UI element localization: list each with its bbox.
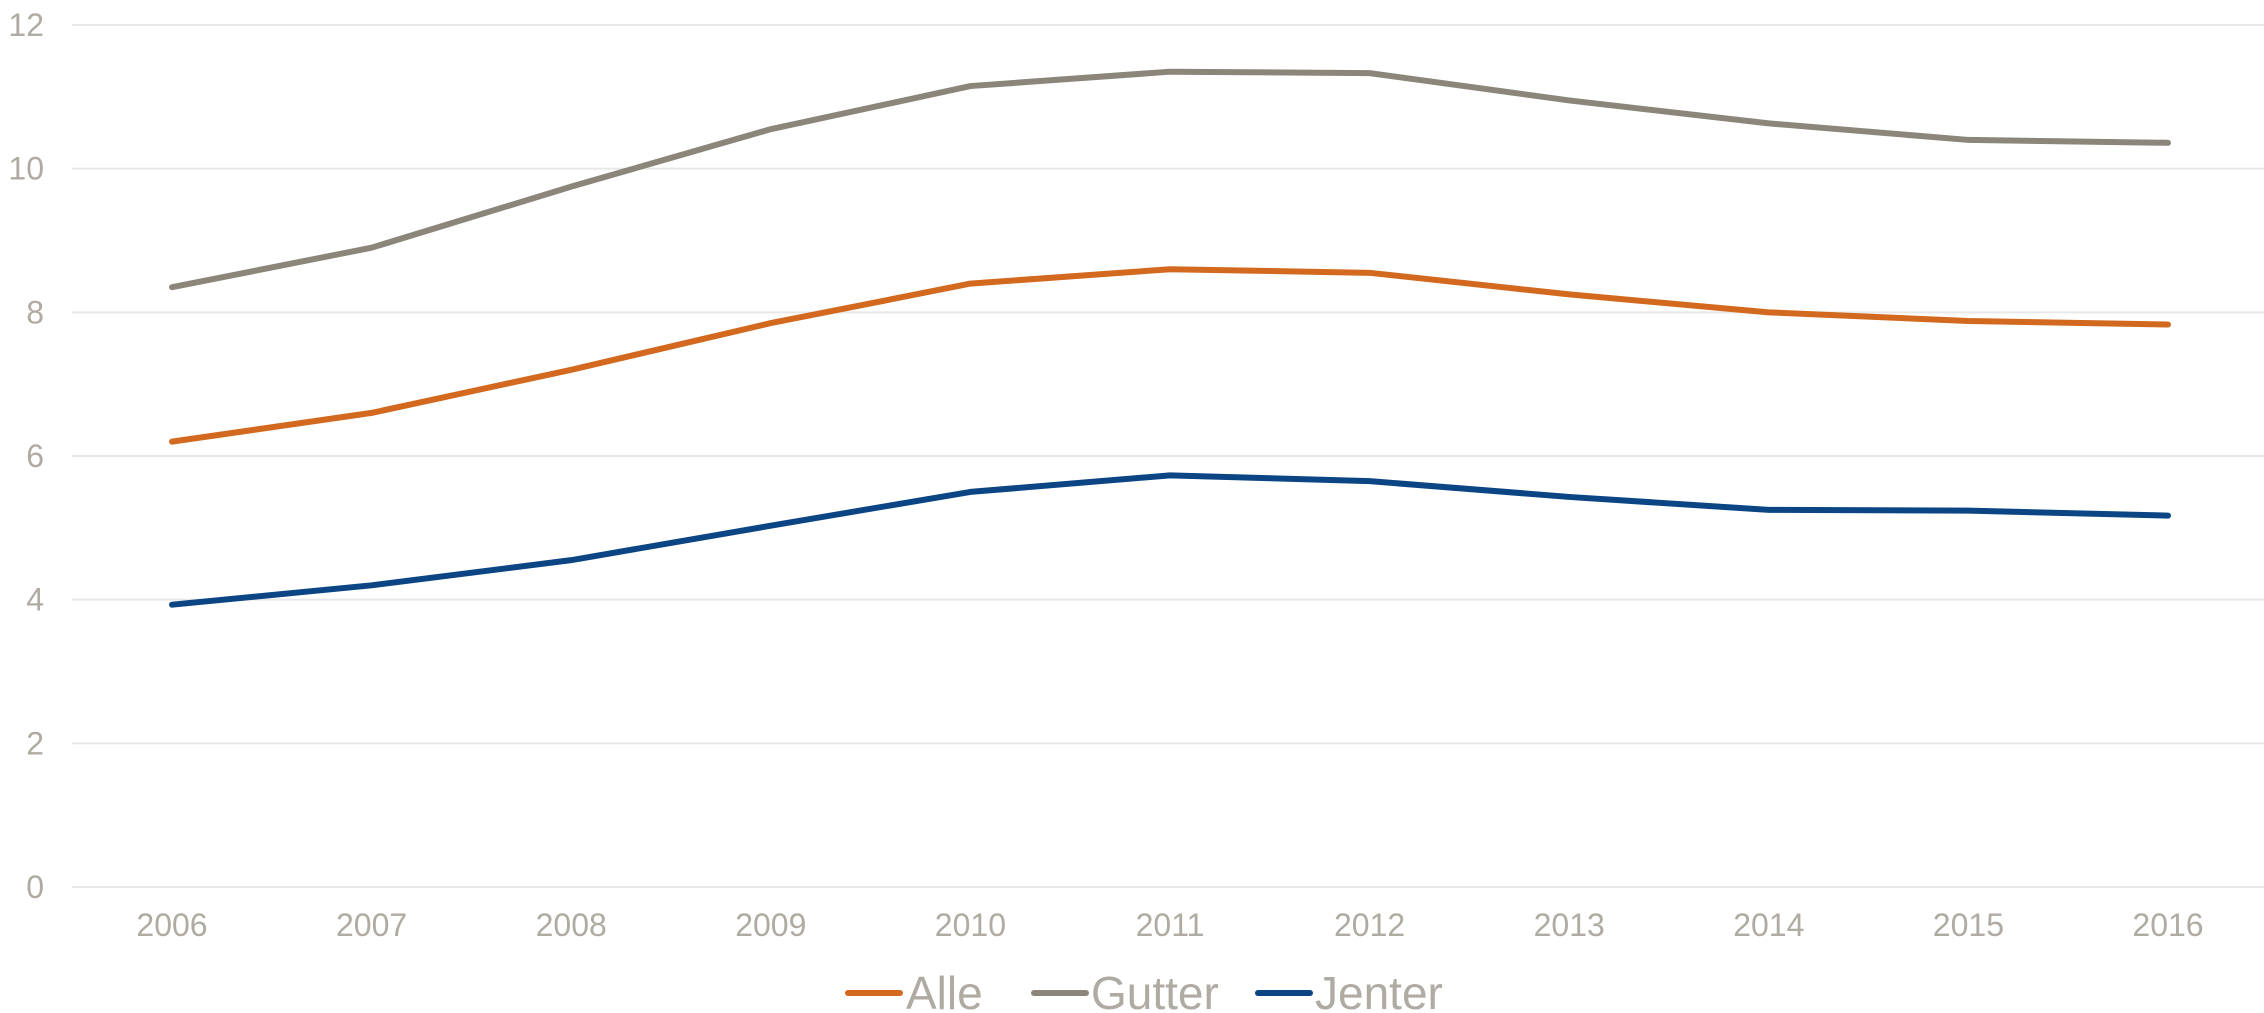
legend-item-alle: Alle — [845, 967, 983, 1013]
legend-item-jenter: Jenter — [1255, 967, 1443, 1013]
x-tick-label: 2010 — [935, 907, 1006, 943]
legend-label: Alle — [906, 967, 983, 1013]
x-tick-label: 2014 — [1733, 907, 1804, 943]
legend-item-gutter: Gutter — [1031, 967, 1219, 1013]
y-tick-label: 4 — [26, 582, 44, 618]
series-line-jenter — [169, 472, 2171, 608]
x-tick-label: 2011 — [1136, 907, 1205, 943]
x-tick-label: 2016 — [2132, 907, 2203, 943]
x-tick-label: 2013 — [1534, 907, 1605, 943]
series-lines — [169, 68, 2171, 608]
y-axis: 0 2 4 6 8 10 12 — [8, 7, 44, 905]
x-axis: 2006 2007 2008 2009 2010 2011 2012 2013 2014 2015… — [136, 907, 2203, 943]
y-tick-label: 12 — [8, 7, 44, 43]
legend-label: Jenter — [1315, 967, 1443, 1013]
x-tick-label: 2007 — [336, 907, 407, 943]
series-line-alle — [169, 266, 2171, 445]
legend: Alle Gutter Jenter — [845, 967, 1443, 1013]
x-tick-label: 2008 — [536, 907, 607, 943]
x-tick-label: 2009 — [735, 907, 806, 943]
gridlines — [72, 24, 2264, 888]
series-line-gutter — [169, 68, 2171, 291]
y-tick-label: 6 — [26, 438, 44, 474]
x-tick-label: 2015 — [1933, 907, 2004, 943]
legend-label: Gutter — [1091, 967, 1219, 1013]
y-tick-label: 2 — [26, 725, 44, 761]
y-tick-label: 8 — [26, 294, 44, 330]
y-tick-label: 0 — [26, 869, 44, 905]
y-tick-label: 10 — [8, 151, 44, 187]
x-tick-label: 2012 — [1334, 907, 1405, 943]
x-tick-label: 2006 — [136, 907, 207, 943]
